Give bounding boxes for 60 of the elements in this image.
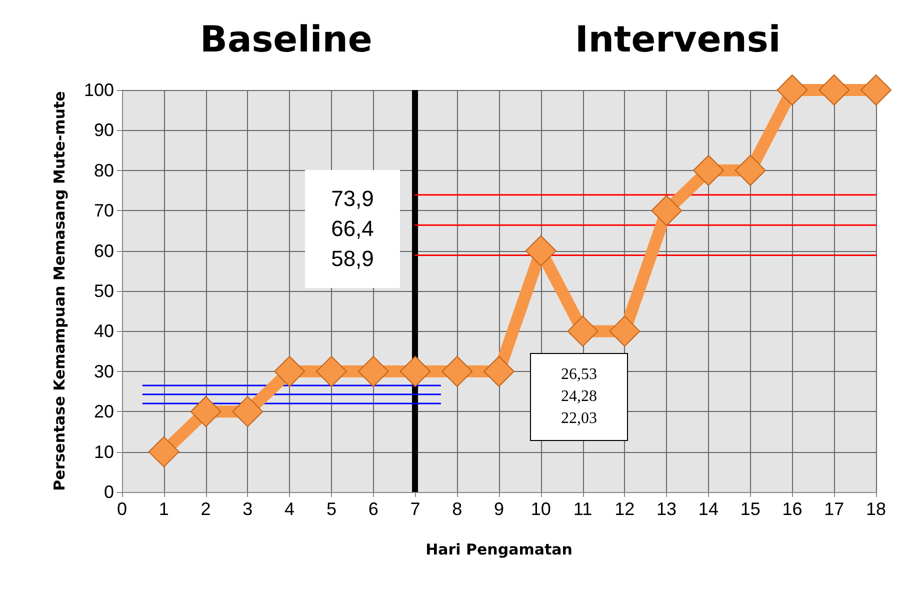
point (567, 316, 598, 347)
x-tick-label: 5 (326, 499, 336, 519)
y-tick-label: 0 (104, 482, 114, 502)
point (525, 235, 556, 266)
x-tick-label: 17 (824, 499, 844, 519)
point (484, 356, 514, 387)
point (316, 356, 347, 387)
y-tick-label: 70 (94, 200, 114, 221)
point (400, 356, 431, 387)
y-tick-label: 60 (94, 240, 114, 261)
point (274, 356, 306, 387)
point (860, 74, 892, 106)
annotation: 24,28 (561, 387, 597, 407)
x-tick-label: 11 (573, 499, 592, 519)
y-tick-label: 10 (94, 442, 114, 462)
point (442, 356, 473, 387)
x-tick-label: 15 (740, 499, 760, 519)
y-tick-label: 40 (94, 321, 114, 342)
point (609, 316, 640, 347)
y-tick-label: 50 (94, 281, 114, 301)
annotation: 73,9 (331, 185, 374, 213)
y-tick-label: 80 (94, 160, 114, 180)
x-tick-label: 13 (656, 499, 677, 519)
point (148, 436, 180, 468)
point (190, 396, 222, 428)
label-box: 73,9 66,4 58,9 (305, 170, 400, 288)
x-tick-label: 6 (368, 499, 378, 519)
annotation: 26,53 (561, 365, 597, 385)
x-tick-label: 18 (866, 499, 886, 519)
point (818, 74, 850, 106)
point (232, 396, 264, 428)
y-tick-label: 90 (94, 120, 114, 140)
x-tick-label: 12 (614, 499, 635, 519)
label-box: 26,53 24,28 22,03 (530, 353, 628, 441)
point (692, 154, 724, 186)
x-tick-label: 7 (410, 499, 420, 519)
y-tick-label: 100 (84, 80, 114, 100)
x-axis-title: Hari Pengamatan (426, 540, 572, 558)
x-tick-label: 1 (158, 499, 169, 519)
x-tick-label: 10 (530, 499, 551, 519)
point (358, 356, 389, 387)
y-axis-title: Persentase Kemampuan Memasang Mute-mute (50, 91, 68, 491)
x-tick-label: 3 (242, 499, 253, 519)
point (734, 154, 766, 186)
point (776, 74, 808, 106)
y-tick-label: 20 (94, 402, 114, 422)
annotation: 66,4 (331, 215, 374, 243)
x-tick-label: 4 (284, 499, 295, 519)
point (651, 195, 682, 226)
y-tick-label: 30 (94, 361, 114, 382)
x-tick-label: 2 (200, 499, 211, 519)
annotation: 58,9 (331, 245, 374, 273)
x-tick-label: 8 (452, 499, 462, 519)
x-tick-label: 16 (782, 499, 802, 519)
annotation: 22,03 (561, 409, 597, 429)
x-tick-label: 9 (494, 499, 504, 519)
x-tick-label: 0 (116, 499, 128, 519)
text: Baseline (200, 20, 372, 60)
x-tick-label: 14 (698, 499, 718, 519)
text: Intervensi (575, 20, 781, 60)
